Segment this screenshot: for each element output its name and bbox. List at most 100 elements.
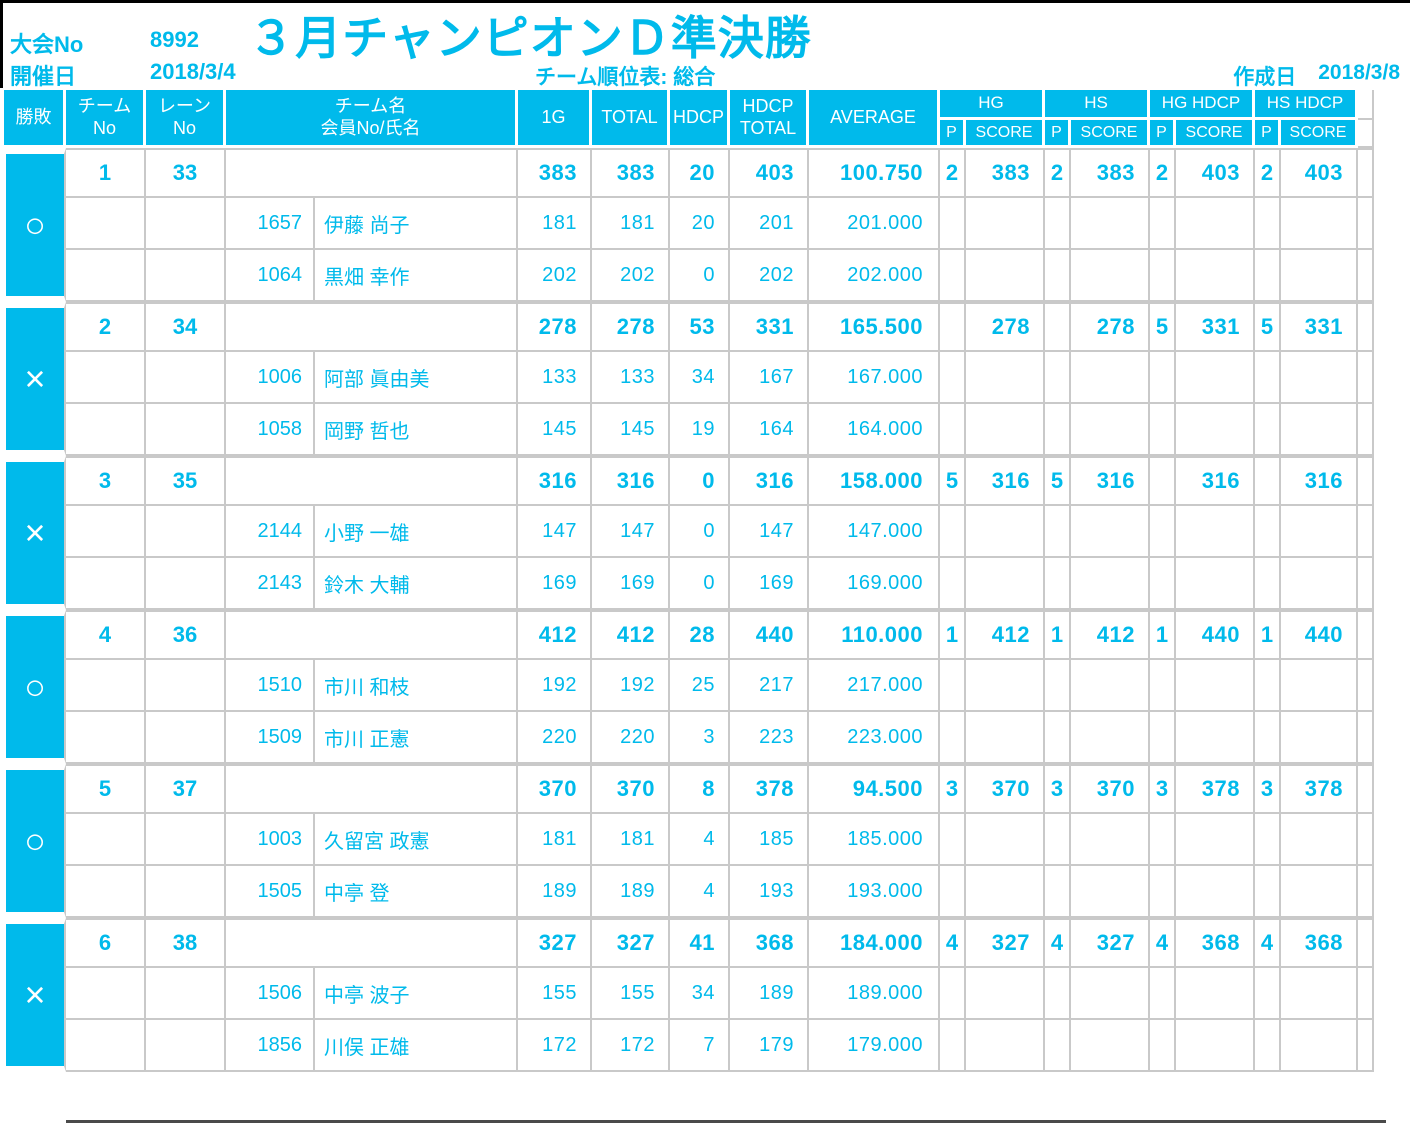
lane-no-cell: 36 [146, 610, 226, 660]
col-header-hs-hdcp: HS HDCP [1255, 90, 1358, 120]
empty-cell [966, 506, 1045, 558]
g1-cell: 412 [518, 610, 592, 660]
empty-cell [1071, 968, 1150, 1020]
empty-cell [966, 660, 1045, 712]
col-header-hs-p: P [1045, 120, 1071, 148]
hdcp-cell: 0 [670, 456, 730, 506]
empty-cell [1150, 712, 1176, 764]
empty-cell [1176, 712, 1255, 764]
hdcp-cell: 7 [670, 1020, 730, 1072]
empty-cell [1045, 660, 1071, 712]
header-row-1: 勝敗 チーム No レーン No チーム名 会員No/氏名 1G TOTAL HDCP… [0, 90, 1374, 148]
empty-cell [66, 814, 146, 866]
empty-cell [1255, 250, 1281, 302]
empty-cell [146, 814, 226, 866]
empty-cell [146, 660, 226, 712]
empty-cell [1281, 712, 1358, 764]
hs-hdcp-p-cell: 1 [1255, 610, 1281, 660]
hg-hdcp-p-cell: 3 [1150, 764, 1176, 814]
empty-cell [1281, 866, 1358, 918]
col-header-hdcp-total: HDCP TOTAL [730, 90, 809, 148]
member-name-cell: 岡野 哲也 [315, 404, 518, 456]
member-name-cell: 中亭 波子 [315, 968, 518, 1020]
spacer-cell [1358, 764, 1374, 814]
g1-cell: 316 [518, 456, 592, 506]
member-name-cell: 鈴木 大輔 [315, 558, 518, 610]
empty-cell [146, 866, 226, 918]
empty-cell [966, 198, 1045, 250]
spacer-cell [1358, 352, 1374, 404]
total-cell: 220 [592, 712, 670, 764]
hg-hdcp-p-cell: 5 [1150, 302, 1176, 352]
empty-cell [1150, 198, 1176, 250]
empty-cell [1281, 660, 1358, 712]
empty-cell [940, 404, 966, 456]
hg-p-cell [940, 302, 966, 352]
average-cell: 94.500 [809, 764, 940, 814]
hdcp-cell: 0 [670, 250, 730, 302]
team-summary-row: ○ 4 36 412 412 28 440 110.000 1 412 1 41… [0, 610, 1374, 764]
empty-cell [940, 1020, 966, 1072]
spacer-cell [1358, 302, 1374, 352]
winloss-cell: × [0, 918, 66, 1072]
hs-hdcp-score-cell: 403 [1281, 148, 1358, 198]
empty-cell [966, 352, 1045, 404]
team-no-cell: 6 [66, 918, 146, 968]
hdcp-total-cell: 403 [730, 148, 809, 198]
winloss-cell: ○ [0, 148, 66, 302]
hg-p-cell: 5 [940, 456, 966, 506]
page-left-border [0, 0, 3, 88]
empty-cell [1255, 198, 1281, 250]
hg-p-cell: 2 [940, 148, 966, 198]
team-name-cell [226, 764, 518, 814]
empty-cell [1045, 506, 1071, 558]
col-header-total: TOTAL [592, 90, 670, 148]
member-row: 1006 阿部 眞由美 133 133 34 167 167.000 [0, 352, 1374, 404]
empty-cell [66, 968, 146, 1020]
empty-cell [1176, 866, 1255, 918]
member-no-cell: 2144 [226, 506, 315, 558]
empty-cell [966, 968, 1045, 1020]
member-row: 1505 中亭 登 189 189 4 193 193.000 [0, 866, 1374, 918]
tournament-no-value: 8992 [150, 27, 199, 52]
empty-cell [1255, 1020, 1281, 1072]
empty-cell [1045, 866, 1071, 918]
empty-cell [1281, 1020, 1358, 1072]
empty-cell [1071, 866, 1150, 918]
col-header-team-no: チーム No [66, 90, 146, 148]
ranking-type-label: チーム順位表: 総合 [535, 66, 716, 89]
total-cell: 192 [592, 660, 670, 712]
hdcp-total-cell: 378 [730, 764, 809, 814]
hdcp-total-cell: 179 [730, 1020, 809, 1072]
empty-cell [146, 558, 226, 610]
empty-cell [1071, 198, 1150, 250]
hg-hdcp-p-cell: 2 [1150, 148, 1176, 198]
empty-cell [940, 866, 966, 918]
spacer-cell [1358, 1020, 1374, 1072]
empty-cell [1150, 352, 1176, 404]
empty-cell [966, 814, 1045, 866]
empty-cell [1045, 1020, 1071, 1072]
col-header-hs-hdcp-score: SCORE [1281, 120, 1358, 148]
member-row: 1509 市川 正憲 220 220 3 223 223.000 [0, 712, 1374, 764]
empty-cell [1255, 712, 1281, 764]
col-header-hdcp: HDCP [670, 90, 730, 148]
total-cell: 133 [592, 352, 670, 404]
empty-cell [1255, 506, 1281, 558]
total-cell: 412 [592, 610, 670, 660]
loss-mark: × [24, 512, 46, 553]
hdcp-cell: 20 [670, 148, 730, 198]
empty-cell [1255, 866, 1281, 918]
loss-mark: × [24, 358, 46, 399]
g1-cell: 189 [518, 866, 592, 918]
empty-cell [1176, 250, 1255, 302]
member-row: 1506 中亭 波子 155 155 34 189 189.000 [0, 968, 1374, 1020]
hs-hdcp-p-cell [1255, 456, 1281, 506]
average-cell: 202.000 [809, 250, 940, 302]
hs-hdcp-score-cell: 316 [1281, 456, 1358, 506]
page-top-border [0, 0, 1410, 3]
empty-cell [146, 1020, 226, 1072]
hdcp-total-cell: 223 [730, 712, 809, 764]
empty-cell [66, 1020, 146, 1072]
